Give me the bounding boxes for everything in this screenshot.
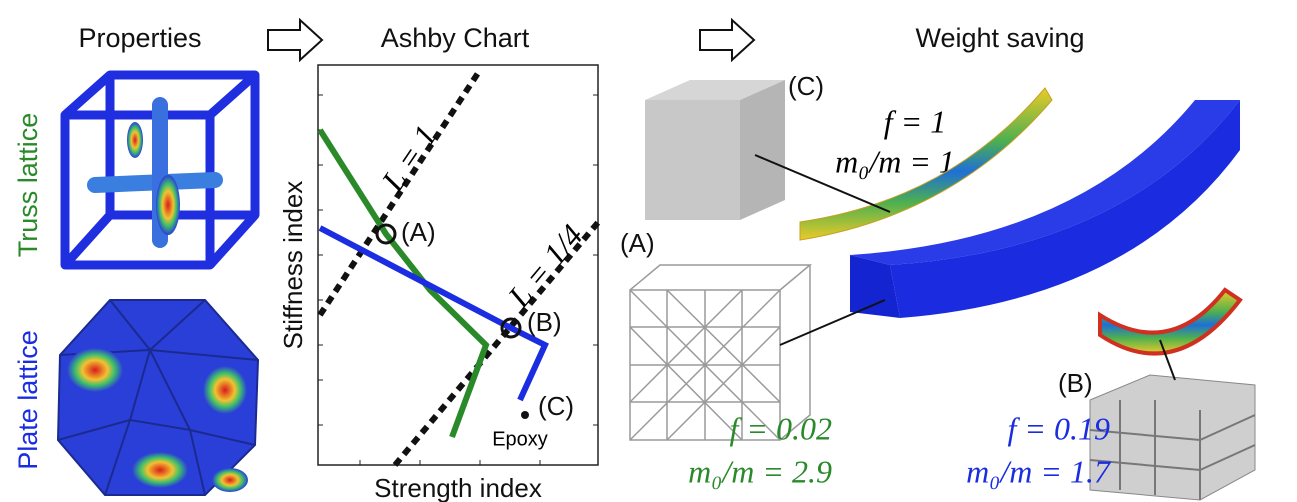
line-label: L = 1 bbox=[374, 119, 444, 199]
point-label: (A) bbox=[401, 217, 436, 247]
mass-ratio-label: m₀/m = 1 bbox=[835, 143, 955, 179]
material-label: Epoxy bbox=[492, 428, 548, 450]
density-label: f = 1 bbox=[884, 103, 946, 139]
line-label: L = 1/4 bbox=[500, 217, 590, 314]
density-label: f = 0.02 bbox=[730, 410, 832, 446]
point-label: (B) bbox=[527, 307, 562, 337]
density-label: f = 0.19 bbox=[1008, 410, 1110, 446]
point-label: (C) bbox=[538, 391, 574, 421]
mass-ratio-label: m₀/m = 2.9 bbox=[688, 453, 832, 489]
arrow bbox=[700, 20, 754, 60]
plate-lattice-block bbox=[1090, 375, 1255, 500]
figure: Properties Ashby Chart Weight saving Tru… bbox=[0, 0, 1297, 502]
case-label: (A) bbox=[620, 228, 655, 258]
solid-block bbox=[645, 80, 785, 220]
plate-curve bbox=[320, 228, 545, 400]
plate-label: Plate lattice bbox=[13, 330, 43, 470]
truss-cell bbox=[65, 75, 255, 265]
case-label: (C) bbox=[788, 71, 824, 101]
plate-cell bbox=[58, 300, 258, 495]
arrow bbox=[268, 20, 322, 60]
case-label: (B) bbox=[1058, 368, 1093, 398]
leader-line bbox=[780, 300, 885, 345]
point-marker bbox=[521, 411, 529, 419]
plate-beam bbox=[1100, 290, 1240, 354]
step-title: Weight saving bbox=[915, 23, 1084, 53]
truss-label: Truss lattice bbox=[13, 113, 43, 258]
x-axis-label: Strength index bbox=[374, 473, 542, 502]
y-axis-label: Stiffness index bbox=[278, 181, 308, 350]
mass-ratio-label: m₀/m = 1.7 bbox=[966, 453, 1112, 489]
step-title: Ashby Chart bbox=[381, 23, 530, 53]
step-title: Properties bbox=[78, 23, 201, 53]
